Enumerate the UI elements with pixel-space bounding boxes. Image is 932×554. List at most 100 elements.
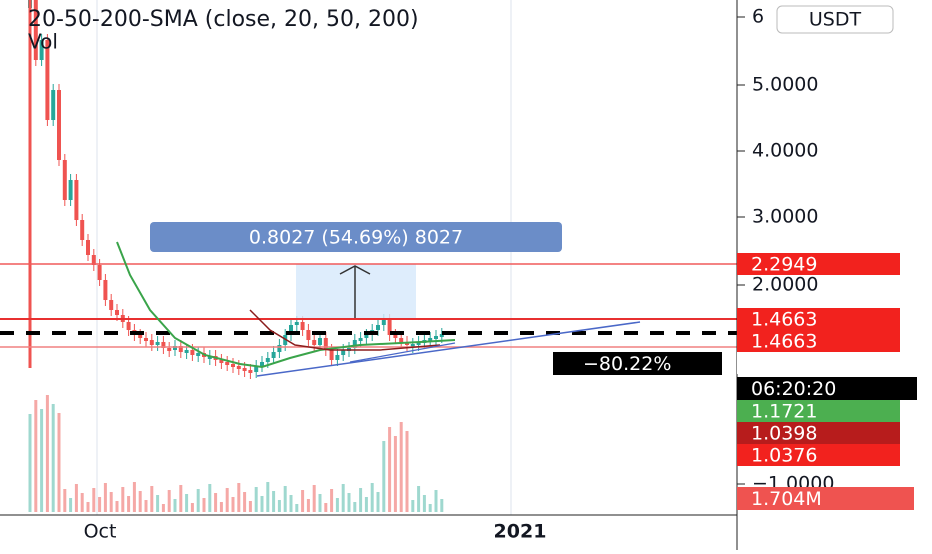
time-label: 2021 (494, 521, 547, 543)
volume-bar (208, 484, 212, 512)
candle-body (51, 90, 56, 120)
candle-body (57, 90, 61, 160)
volume-bar (289, 495, 293, 512)
volume-bar (428, 504, 432, 512)
sma-20 (116, 241, 456, 369)
volume-bar (92, 488, 96, 512)
price-tag-label: −80.22% (583, 353, 671, 375)
volume-bar (411, 500, 415, 512)
candle-body (86, 240, 90, 255)
volume-bar (312, 485, 316, 512)
price-tag-label: 1.0376 (751, 445, 817, 467)
trend-line (349, 342, 456, 363)
candle-body (439, 334, 444, 337)
volume-bar (214, 493, 218, 512)
volume-bar (185, 494, 189, 512)
sma-50 (249, 309, 441, 351)
volume-title: Vol (28, 30, 58, 54)
volume-bar (422, 495, 426, 512)
volume-bar (417, 486, 421, 512)
candle-body (115, 310, 119, 315)
candle-body (294, 322, 299, 325)
volume-bar (86, 502, 90, 512)
candle-body (68, 180, 73, 200)
price-tag-label: 1.1721 (751, 401, 817, 423)
price-tag-label: 1.2275 (751, 353, 817, 375)
volume-bar (173, 499, 177, 512)
candle-body (248, 370, 253, 373)
volume-bar (127, 496, 131, 512)
volume-bar (132, 482, 136, 512)
volume-bar (399, 422, 403, 512)
volume-bar (138, 491, 142, 512)
volume-bar (318, 494, 322, 512)
volume-bar (80, 493, 84, 512)
volume-bar (283, 486, 287, 512)
candle-body (190, 350, 195, 355)
volume-bar (405, 431, 409, 512)
candle-body (271, 352, 276, 358)
volume-bar (74, 484, 78, 512)
price-tag (737, 422, 900, 444)
price-tag (737, 330, 900, 352)
volume-bar (121, 487, 125, 512)
measure-area (296, 264, 416, 320)
candle-body (45, 40, 50, 120)
candle-body (428, 338, 433, 341)
candle-body (236, 366, 241, 369)
volume-bar (254, 487, 258, 512)
price-tag-label: 1.4663 (751, 309, 817, 331)
price-tag-label: 1.0398 (751, 423, 817, 445)
price-label: 3.0000 (752, 206, 818, 228)
candle-body (277, 345, 282, 352)
candle-body (358, 338, 363, 341)
price-label: 4.0000 (752, 140, 818, 162)
candle-body (173, 346, 177, 350)
measure-arrowhead (339, 265, 371, 275)
candle-body (242, 368, 247, 371)
price-tag-label: 1.704M (751, 488, 822, 510)
price-tag (737, 377, 917, 400)
candle-body (149, 340, 154, 345)
volume-bar (359, 488, 363, 512)
volume-bar (167, 490, 171, 512)
price-tag (553, 352, 722, 375)
volume-bar (34, 400, 38, 512)
candle-body (265, 358, 270, 362)
candle-body (80, 220, 85, 240)
volume-bar (301, 490, 305, 512)
candle-body (91, 255, 96, 265)
candle-body (103, 280, 108, 300)
volume-bar (440, 499, 444, 512)
volume-bar (306, 499, 310, 512)
candle-body (399, 338, 404, 342)
volume-bar (364, 497, 368, 512)
volume-bar (179, 485, 183, 512)
volume-bar (28, 414, 32, 512)
candle-body (306, 330, 311, 340)
volume-bar (190, 503, 194, 512)
volume-bar (115, 501, 119, 512)
price-tags: 2.29491.46631.46631.2275−80.22%06:20:201… (553, 253, 917, 510)
candle-body (126, 322, 131, 330)
currency-box[interactable] (776, 5, 894, 34)
volume-bar (150, 486, 154, 512)
candle-body (254, 366, 259, 372)
currency[interactable]: USDT (809, 9, 862, 31)
volume-bar (196, 489, 200, 512)
volume-bar (248, 501, 252, 512)
candle-body (364, 335, 369, 338)
candle-body (381, 320, 386, 325)
candle-body (207, 356, 212, 359)
volume-bar (63, 489, 67, 512)
volume-bar (382, 441, 386, 512)
candle-body (323, 338, 328, 350)
volume-bar (434, 490, 438, 512)
volume-bar (324, 503, 328, 512)
candle-body (161, 342, 166, 348)
candle-body (231, 364, 235, 367)
price-tag (737, 444, 900, 466)
measure-box (150, 222, 562, 252)
volume-bar (393, 436, 397, 512)
